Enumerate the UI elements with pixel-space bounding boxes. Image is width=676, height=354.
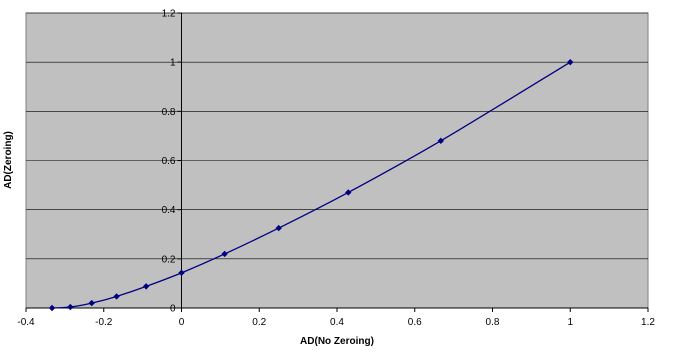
- x-tick-label: 0: [179, 317, 185, 328]
- y-axis-title: AD(Zeroing): [3, 131, 14, 189]
- x-axis-title: AD(No Zeroing): [300, 336, 374, 347]
- x-tick-label: -0.4: [17, 317, 35, 328]
- y-tick-label: 1.2: [162, 9, 176, 20]
- x-tick-label: 0.2: [252, 317, 266, 328]
- marker: [142, 283, 150, 290]
- marker: [113, 293, 120, 300]
- x-tick-label: 0.6: [408, 317, 422, 328]
- marker: [275, 224, 282, 232]
- x-tick-label: 1.2: [641, 317, 655, 328]
- y-tick-label: 0: [170, 304, 176, 315]
- marker: [221, 250, 228, 258]
- x-tick-label: 0.4: [330, 317, 344, 328]
- y-tick-label: 0.2: [162, 254, 176, 265]
- marker: [48, 304, 56, 312]
- y-tick-label: 0.6: [162, 156, 176, 167]
- x-tick-label: 0.8: [486, 317, 500, 328]
- marker: [88, 299, 95, 307]
- marker: [67, 303, 74, 311]
- marker: [178, 269, 185, 277]
- marker: [567, 58, 574, 66]
- y-tick-label: 0.4: [162, 205, 176, 216]
- marker: [345, 189, 352, 196]
- marker: [437, 137, 444, 145]
- y-tick-label: 0.8: [162, 107, 176, 118]
- x-tick-label: -0.2: [95, 317, 113, 328]
- x-tick-label: 1: [567, 317, 573, 328]
- y-tick-label: 1: [170, 58, 176, 69]
